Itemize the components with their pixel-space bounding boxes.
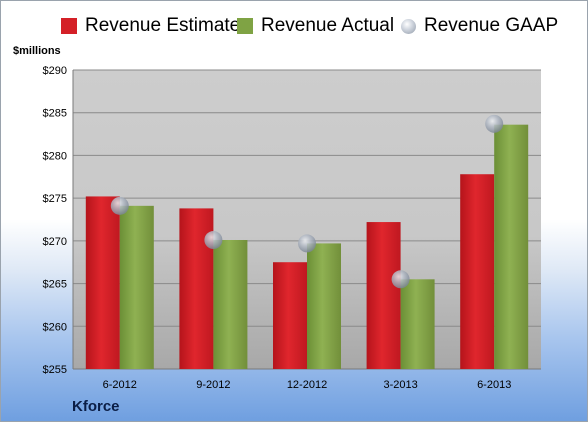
y-tick-label: $275 bbox=[43, 193, 67, 205]
legend-label-gaap: Revenue GAAP bbox=[424, 15, 559, 36]
y-tick-label: $285 bbox=[43, 108, 67, 120]
marker-revenue-gaap bbox=[298, 234, 316, 253]
marker-revenue-gaap bbox=[485, 114, 504, 133]
plot-area: $255 $260 $265 $270 $275 $280 $285 $290 6-2012 9-… bbox=[43, 65, 541, 391]
legend: Revenue Estimate Revenue Actual Revenue … bbox=[1, 15, 587, 41]
x-tick-label: 6-2012 bbox=[103, 379, 137, 391]
bar-revenue-estimate bbox=[460, 174, 495, 369]
legend-label-actual: Revenue Actual bbox=[261, 15, 395, 36]
y-tick-label: $260 bbox=[43, 321, 67, 333]
legend-item-revenue-actual: Revenue Actual bbox=[237, 15, 394, 37]
marker-revenue-gaap bbox=[204, 231, 223, 250]
bar-revenue-estimate bbox=[273, 262, 307, 369]
legend-label-estimate: Revenue Estimate bbox=[85, 15, 241, 36]
y-tick-label: $290 bbox=[43, 65, 67, 77]
bar-revenue-actual bbox=[494, 124, 529, 369]
bar-revenue-actual bbox=[400, 279, 435, 369]
bar-revenue-actual bbox=[307, 243, 341, 369]
marker-revenue-gaap bbox=[110, 196, 129, 215]
bar-revenue-estimate bbox=[85, 196, 120, 369]
y-tick-label: $265 bbox=[43, 279, 67, 291]
legend-item-revenue-estimate: Revenue Estimate bbox=[61, 15, 240, 37]
x-tick-label: 3-2013 bbox=[383, 379, 417, 391]
y-axis-unit-label: $millions bbox=[13, 45, 61, 57]
legend-marker-gaap bbox=[401, 18, 416, 34]
y-tick-label: $270 bbox=[43, 236, 67, 248]
bar-revenue-actual bbox=[119, 205, 154, 369]
marker-revenue-gaap bbox=[391, 270, 410, 289]
bar-revenue-actual bbox=[213, 240, 248, 369]
x-tick-label: 9-2012 bbox=[196, 379, 230, 391]
legend-item-revenue-gaap: Revenue GAAP bbox=[401, 15, 558, 37]
company-name: Kforce bbox=[72, 398, 120, 415]
bar-revenue-estimate bbox=[366, 222, 401, 369]
x-tick-label: 12-2012 bbox=[287, 379, 327, 391]
legend-swatch-actual bbox=[237, 18, 253, 34]
bar-revenue-estimate bbox=[179, 208, 214, 369]
x-tick-label: 6-2013 bbox=[477, 379, 511, 391]
y-tick-label: $255 bbox=[43, 364, 67, 376]
y-tick-label: $280 bbox=[43, 150, 67, 162]
legend-swatch-estimate bbox=[61, 18, 77, 34]
